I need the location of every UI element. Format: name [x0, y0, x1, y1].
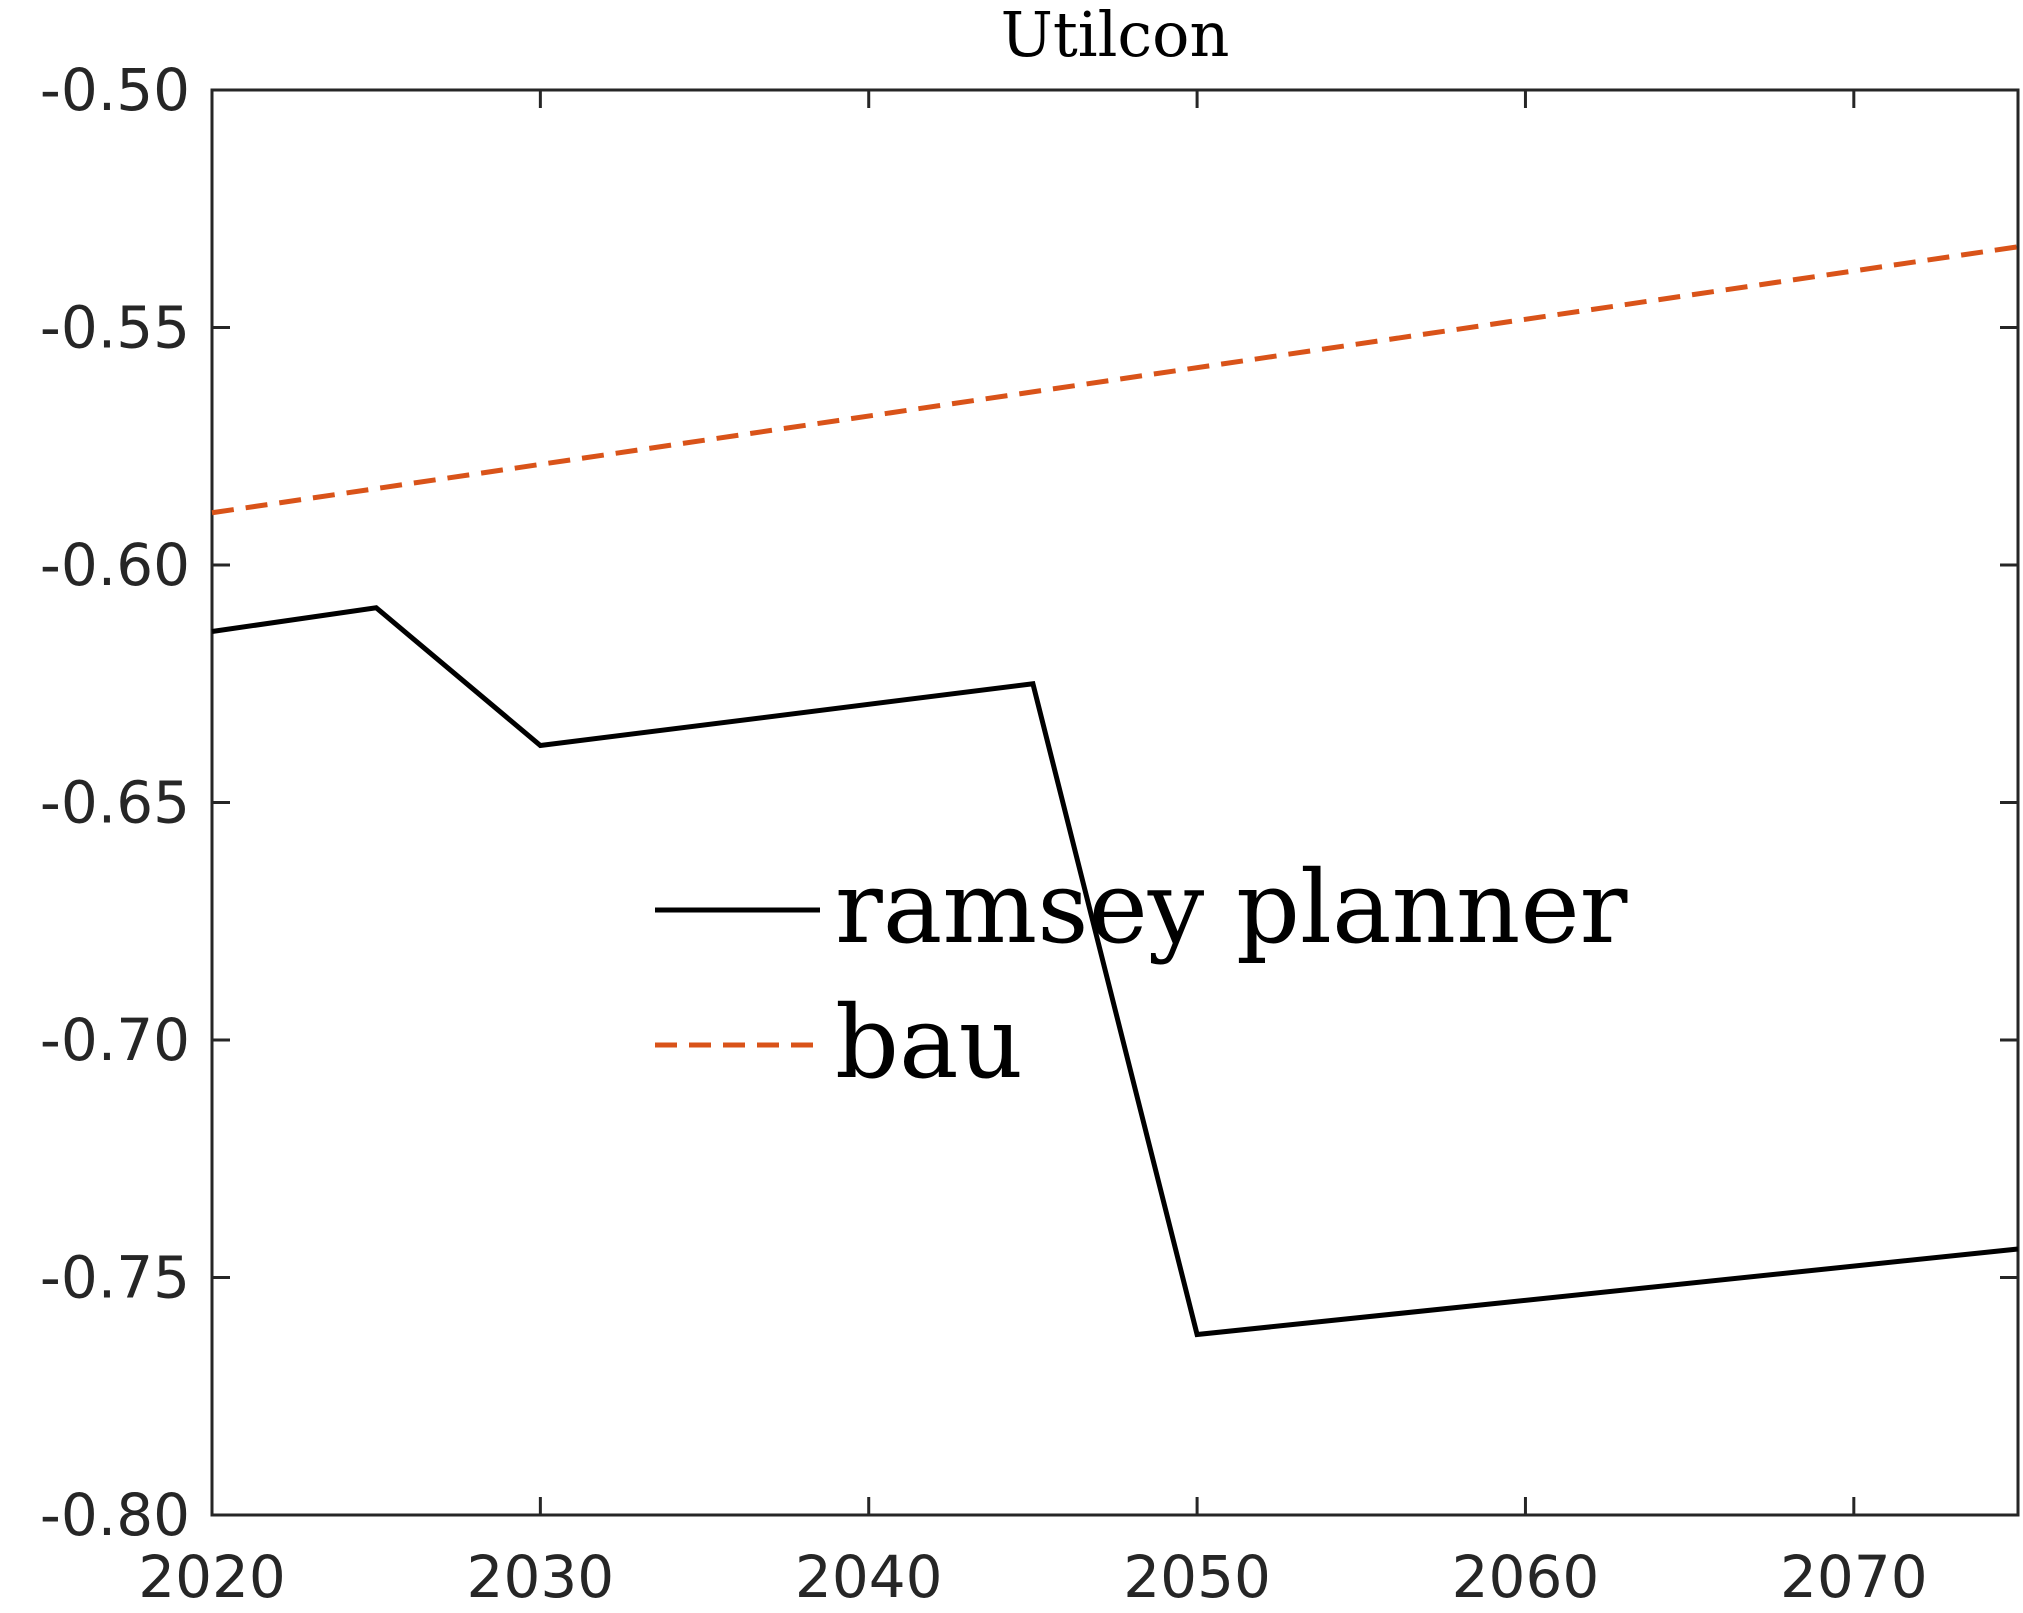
legend-label: bau [835, 984, 1023, 1101]
x-tick-label: 2020 [138, 1543, 286, 1611]
y-tick-label: -0.65 [40, 769, 190, 837]
y-tick-label: -0.60 [40, 531, 190, 599]
y-tick-label: -0.70 [40, 1006, 190, 1074]
x-tick-label: 2050 [1123, 1543, 1271, 1611]
series-layer [211, 244, 2019, 1338]
y-tick-label: -0.75 [40, 1244, 190, 1312]
plot-area [210, 88, 2020, 1517]
y-tick-label: -0.55 [40, 294, 190, 362]
series-line-ramsey-planner [211, 605, 2019, 1338]
y-tick-label: -0.50 [40, 56, 190, 124]
x-axis: 2020 2030 2040 2050 2060 2070 [138, 90, 1928, 1611]
x-tick-label: 2070 [1780, 1543, 1928, 1611]
legend-label: ramsey planner [835, 849, 1628, 966]
x-tick-label: 2060 [1452, 1543, 1600, 1611]
legend: ramsey planner bau [655, 849, 1628, 1101]
y-tick-label: -0.80 [40, 1481, 190, 1549]
x-tick-label: 2030 [467, 1543, 615, 1611]
chart-title: Utilcon [1001, 0, 1230, 71]
x-tick-label: 2040 [795, 1543, 943, 1611]
y-axis: -0.50 -0.55 -0.60 -0.65 -0.70 -0.75 -0.80 [40, 56, 2018, 1549]
